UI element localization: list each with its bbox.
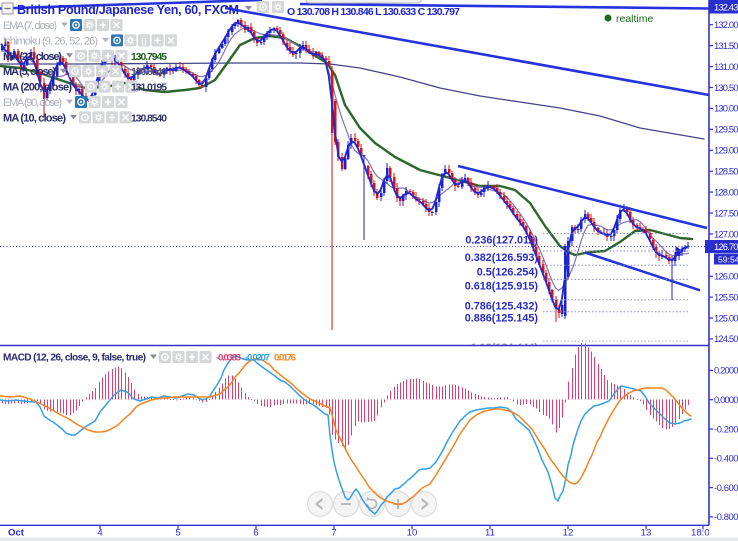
svg-text:125.50: 125.50 [714, 291, 738, 302]
svg-text:realtime: realtime [616, 13, 654, 25]
svg-text:10: 10 [407, 528, 418, 539]
svg-text:131.0195: 131.0195 [131, 83, 167, 94]
svg-text:126.00: 126.00 [714, 271, 738, 282]
svg-text:0.236(127.011): 0.236(127.011) [465, 235, 538, 247]
svg-text:6: 6 [253, 528, 258, 539]
svg-text:59:54: 59:54 [718, 254, 738, 264]
svg-text:-0.0383: -0.0383 [216, 353, 241, 364]
svg-text:0.0000: 0.0000 [714, 394, 738, 405]
svg-text:0.886(125.145): 0.886(125.145) [465, 313, 539, 325]
svg-text:0.786(125.432): 0.786(125.432) [465, 301, 539, 313]
svg-text:-0.0207: -0.0207 [245, 353, 270, 364]
svg-text:0.382(126.593): 0.382(126.593) [465, 252, 539, 264]
svg-text:-0.800: -0.800 [714, 511, 738, 522]
svg-text:MA (10, close): MA (10, close) [3, 112, 66, 124]
svg-text:130.7945: 130.7945 [131, 52, 167, 63]
svg-text:132.43: 132.43 [714, 1, 738, 12]
svg-text:{}: {} [141, 36, 147, 46]
svg-text:MACD (12, 26, close, 9, false,: MACD (12, 26, close, 9, false, true) [3, 353, 146, 364]
svg-text:British Pound/Japanese Yen, 60: British Pound/Japanese Yen, 60, FXCM [17, 3, 239, 17]
svg-text:131.00: 131.00 [714, 61, 738, 72]
svg-text:127.50: 127.50 [714, 207, 738, 218]
svg-text:128.00: 128.00 [714, 186, 738, 197]
svg-text:124.50: 124.50 [714, 333, 738, 344]
svg-text:EMA (7, close): EMA (7, close) [3, 20, 57, 32]
svg-text:131.50: 131.50 [714, 40, 738, 51]
svg-text:125.00: 125.00 [714, 312, 738, 323]
svg-text:0.0176: 0.0176 [274, 353, 296, 364]
svg-text:O 130.708 H 130.846 L 130.633: O 130.708 H 130.846 L 130.633 C 130.797 [287, 6, 460, 18]
svg-text:13: 13 [641, 528, 652, 539]
svg-text:5: 5 [175, 528, 180, 539]
svg-text:129.00: 129.00 [714, 145, 738, 156]
svg-text:-0.200: -0.200 [714, 423, 738, 434]
svg-text:12: 12 [563, 528, 574, 539]
svg-text:130.50: 130.50 [714, 82, 738, 93]
svg-text:1.13(124.444): 1.13(124.444) [471, 342, 539, 354]
svg-text:18:00: 18:00 [691, 528, 715, 539]
svg-text:11: 11 [485, 528, 495, 539]
svg-text:132.00: 132.00 [714, 19, 738, 30]
svg-text:7: 7 [331, 528, 336, 539]
svg-text:130.8540: 130.8540 [131, 113, 167, 124]
svg-text:4: 4 [97, 528, 103, 539]
svg-text:0.5(126.254): 0.5(126.254) [477, 266, 539, 278]
svg-text:MA (21, close): MA (21, close) [3, 51, 62, 63]
svg-text:129.50: 129.50 [714, 124, 738, 135]
svg-text:130.8040: 130.8040 [131, 67, 167, 78]
svg-text:130.00: 130.00 [714, 103, 738, 114]
svg-text:-0.600: -0.600 [714, 482, 738, 493]
svg-text:EMA (90, close): EMA (90, close) [3, 97, 62, 109]
svg-text:Oct: Oct [8, 528, 25, 539]
svg-text:Ichimoku (9, 26, 52, 26): Ichimoku (9, 26, 52, 26) [3, 35, 98, 47]
svg-text:MA (200, close): MA (200, close) [3, 82, 72, 94]
svg-text:-0.400: -0.400 [714, 453, 738, 464]
svg-text:127.00: 127.00 [714, 228, 738, 239]
svg-text:126.70: 126.70 [714, 241, 738, 252]
svg-text:0.2000: 0.2000 [714, 365, 738, 376]
svg-text:128.50: 128.50 [714, 166, 738, 177]
svg-text:MA (5, close): MA (5, close) [3, 66, 56, 78]
svg-text:0.618(125.915): 0.618(125.915) [465, 280, 539, 292]
